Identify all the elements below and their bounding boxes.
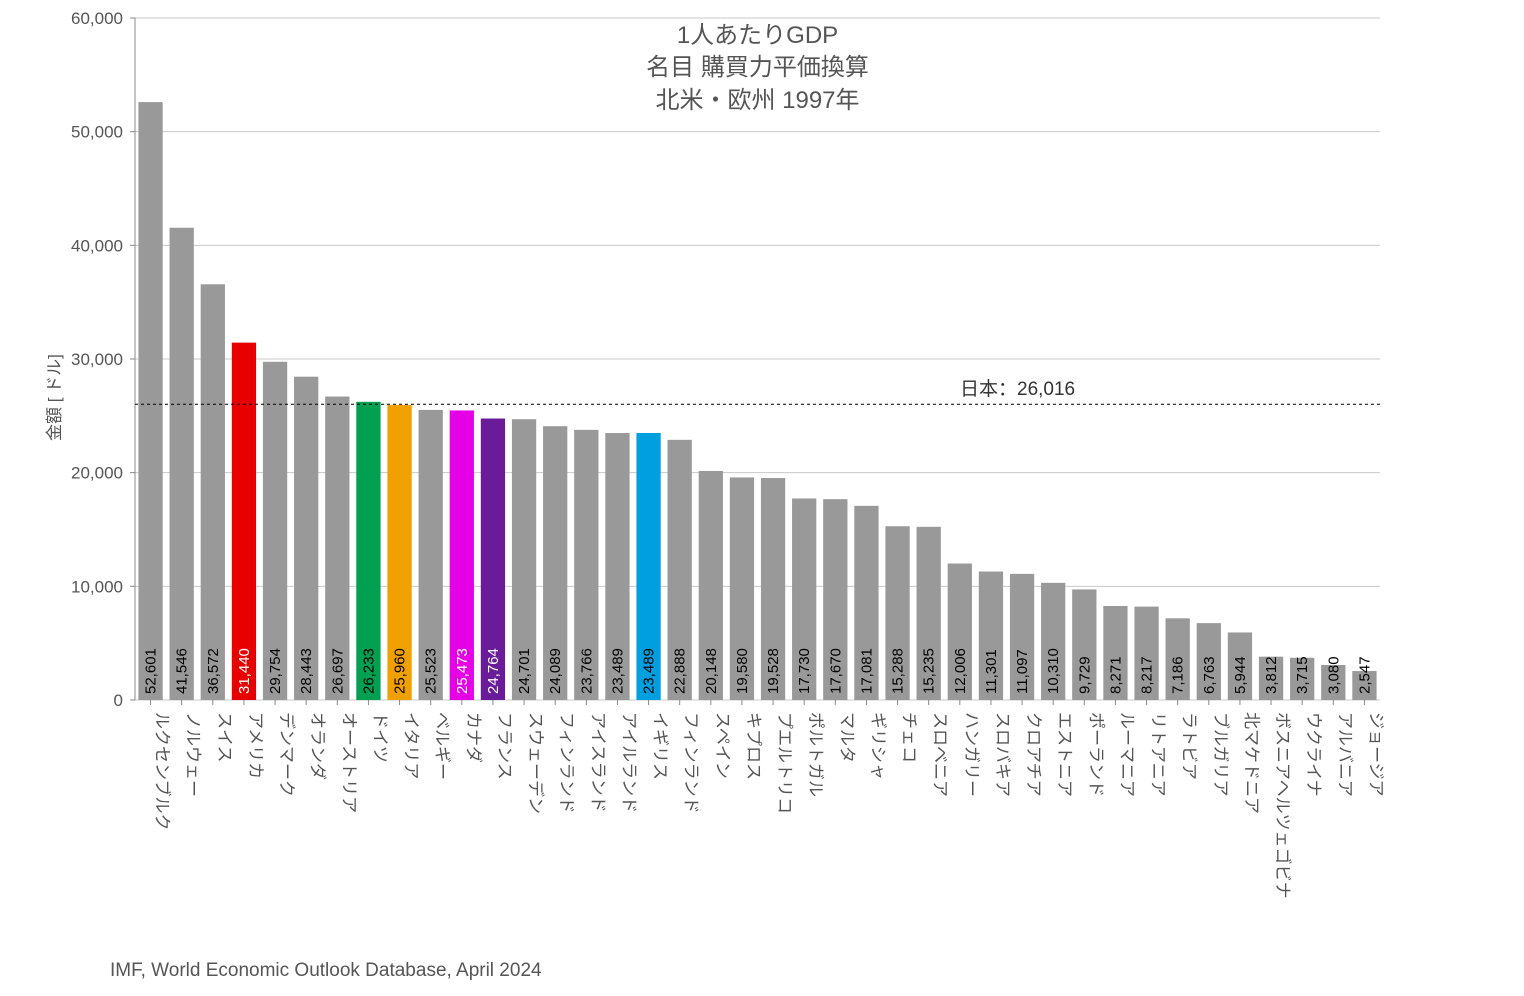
bar-value-label: 25,960 (392, 648, 409, 694)
category-label: イギリス (651, 712, 670, 780)
bar-value-label: 17,081 (858, 648, 875, 694)
bar-value-label: 17,730 (796, 648, 813, 694)
category-label: ルクセンブルク (153, 712, 173, 831)
category-label: キプロス (744, 712, 763, 780)
bar-value-label: 24,764 (485, 648, 502, 694)
bar-value-label: 23,489 (609, 648, 626, 694)
bar-value-label: 10,310 (1045, 648, 1062, 694)
bar-value-label: 25,473 (454, 648, 471, 694)
bar-value-label: 25,523 (423, 648, 440, 694)
bar (232, 343, 256, 700)
category-label: ジョージア (1366, 712, 1385, 797)
category-label: マルタ (837, 712, 856, 763)
bar-value-label: 3,715 (1294, 656, 1311, 694)
bar-value-label: 36,572 (205, 648, 222, 694)
y-tick-label: 40,000 (71, 236, 123, 255)
category-label: フィンランド (682, 712, 701, 814)
bar (170, 228, 194, 700)
category-label: ボスニアヘルツェゴビナ (1273, 712, 1293, 899)
bar-value-label: 11,097 (1014, 649, 1031, 694)
bar-value-label: 22,888 (672, 648, 689, 694)
bar-value-label: 7,186 (1170, 656, 1187, 694)
bar-value-label: 17,670 (827, 648, 844, 694)
y-tick-label: 10,000 (71, 577, 123, 596)
category-label: スペイン (713, 712, 732, 779)
category-label: ハンガリー (962, 712, 981, 797)
y-axis-label: 金額 [ ドル] (40, 354, 65, 441)
bar-value-label: 9,729 (1076, 656, 1093, 694)
category-label: ドイツ (370, 712, 389, 763)
category-label: アメリカ (246, 712, 265, 779)
bar-value-label: 8,217 (1139, 656, 1156, 694)
category-label: ラトビア (1180, 712, 1199, 780)
y-tick-label: 0 (114, 691, 123, 710)
bar (201, 284, 225, 700)
y-tick-label: 60,000 (71, 9, 123, 28)
bar-value-label: 23,489 (641, 648, 658, 694)
category-label: フィンランド (557, 712, 576, 814)
bar-value-label: 24,089 (547, 648, 564, 694)
bar-value-label: 15,235 (921, 648, 938, 694)
source-citation: IMF, World Economic Outlook Database, Ap… (110, 960, 542, 982)
y-tick-label: 20,000 (71, 464, 123, 483)
category-label: クロアチア (1024, 712, 1043, 797)
bar-value-label: 8,271 (1107, 656, 1124, 694)
bar-value-label: 29,754 (267, 648, 284, 694)
category-label: カナダ (464, 712, 483, 763)
category-label: スロバキア (993, 712, 1012, 797)
category-label: オーストリア (339, 712, 358, 813)
bar-value-label: 11,301 (983, 649, 1000, 694)
category-label: 北マケドニア (1242, 712, 1261, 814)
bar-value-label: 23,766 (578, 648, 595, 694)
category-label: フランス (495, 712, 514, 780)
category-label: ルーマニア (1117, 712, 1136, 797)
bar-value-label: 52,601 (143, 648, 160, 694)
category-label: ベルギー (433, 712, 452, 780)
bar (138, 102, 162, 700)
category-label: スウェーデン (526, 712, 546, 814)
category-label: オランダ (308, 712, 327, 780)
category-label: チェコ (900, 712, 919, 763)
category-label: ウクライナ (1304, 712, 1323, 797)
bar-value-label: 26,697 (329, 648, 346, 694)
category-label: スロベニア (931, 712, 950, 797)
category-label: エストニア (1055, 712, 1074, 797)
reference-line-label: 日本：26,016 (960, 374, 1075, 401)
bar-value-label: 26,233 (360, 648, 377, 694)
y-tick-label: 30,000 (71, 350, 123, 369)
bar-value-label: 3,812 (1263, 656, 1280, 694)
bar-value-label: 5,944 (1232, 656, 1249, 694)
bar-value-label: 20,148 (703, 648, 720, 694)
category-label: リトアニア (1149, 712, 1168, 797)
category-label: ポーランド (1086, 712, 1105, 797)
category-label: イタリア (402, 712, 421, 779)
category-label: デンマーク (277, 712, 297, 797)
bar-value-label: 19,580 (734, 648, 751, 694)
y-tick-label: 50,000 (71, 123, 123, 142)
bar-value-label: 31,440 (236, 648, 253, 694)
bar-value-label: 12,006 (952, 648, 969, 694)
category-label: ノルウェー (184, 712, 203, 797)
category-label: ギリシャ (868, 712, 887, 780)
bar-value-label: 15,288 (890, 648, 907, 694)
bar-value-label: 3,080 (1325, 656, 1342, 694)
category-label: アイルランド (619, 712, 638, 813)
bar-value-label: 28,443 (298, 648, 315, 694)
bar-value-label: 24,701 (516, 648, 533, 694)
category-label: ブルガリア (1211, 712, 1231, 797)
category-label: プエルトリコ (775, 712, 794, 814)
bar-value-label: 19,528 (765, 648, 782, 694)
bar-value-label: 2,547 (1356, 656, 1373, 694)
category-label: アルバニア (1335, 712, 1354, 797)
category-label: ポルトガル (806, 712, 825, 797)
bar-value-label: 6,763 (1201, 656, 1218, 694)
bar-value-label: 41,546 (174, 648, 191, 694)
chart-svg: 0 10,000 20,000 30,000 40,000 50,000 60,000 52,… (0, 0, 1524, 996)
chart-page: { "chart": { "type": "bar", "title_lines… (0, 0, 1524, 996)
category-label: アイスランド (588, 712, 607, 813)
category-label: スイス (215, 712, 234, 763)
